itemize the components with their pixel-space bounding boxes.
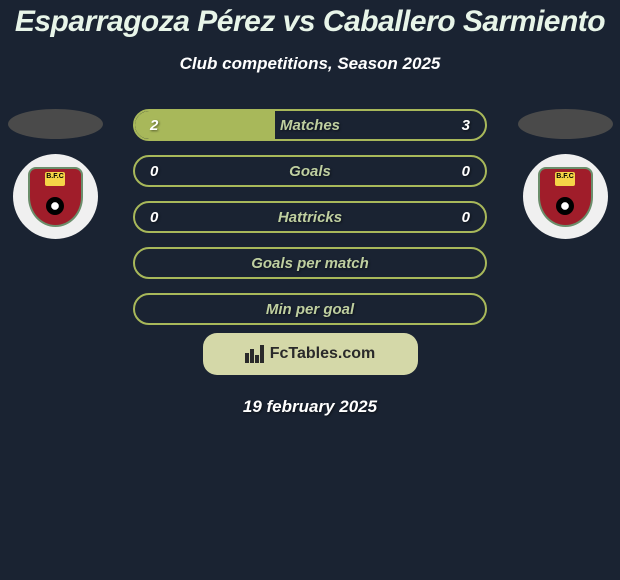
crest-initials: B.F.C — [46, 173, 64, 180]
player-right-avatar-placeholder — [518, 109, 613, 139]
stat-row-mpg: Min per goal — [133, 293, 487, 325]
subtitle: Club competitions, Season 2025 — [0, 54, 620, 74]
stat-label: Hattricks — [278, 209, 342, 226]
page-title: Esparragoza Pérez vs Caballero Sarmiento — [0, 5, 620, 39]
stat-right-value: 0 — [462, 209, 470, 226]
stat-left-value: 0 — [150, 209, 158, 226]
stat-row-goals: 0 Goals 0 — [133, 155, 487, 187]
branding-box[interactable]: FcTables.com — [203, 333, 418, 375]
date-text: 19 february 2025 — [0, 397, 620, 417]
crest-initials: B.F.C — [556, 173, 574, 180]
stat-row-hattricks: 0 Hattricks 0 — [133, 201, 487, 233]
stat-label: Min per goal — [266, 301, 354, 318]
shield-icon: B.F.C — [28, 167, 83, 227]
stat-label: Goals per match — [251, 255, 369, 272]
stat-right-value: 3 — [462, 117, 470, 134]
stat-right-value: 0 — [462, 163, 470, 180]
club-crest-left: B.F.C — [13, 154, 98, 239]
club-crest-right: B.F.C — [523, 154, 608, 239]
stat-row-gpm: Goals per match — [133, 247, 487, 279]
branding-text: FcTables.com — [270, 345, 376, 363]
player-left-col: B.F.C — [5, 109, 105, 239]
stat-label: Matches — [280, 117, 340, 134]
stat-row-matches: 2 Matches 3 — [133, 109, 487, 141]
stat-left-value: 0 — [150, 163, 158, 180]
chart-icon — [245, 345, 264, 363]
stat-left-value: 2 — [150, 117, 158, 134]
main-area: B.F.C 2 Matches 3 0 Goals 0 0 Hattricks … — [0, 109, 620, 325]
player-right-col: B.F.C — [515, 109, 615, 239]
stats-column: 2 Matches 3 0 Goals 0 0 Hattricks 0 Goal… — [105, 109, 515, 325]
shield-icon: B.F.C — [538, 167, 593, 227]
stat-label: Goals — [289, 163, 331, 180]
comparison-card: Esparragoza Pérez vs Caballero Sarmiento… — [0, 0, 620, 417]
player-left-avatar-placeholder — [8, 109, 103, 139]
